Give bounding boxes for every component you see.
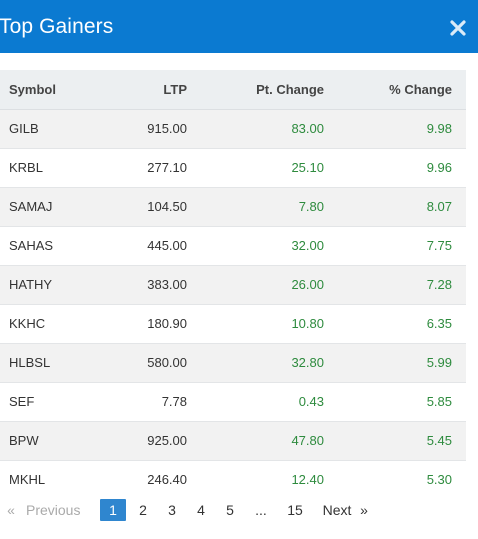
cell-pt-change: 83.00 [188, 109, 325, 149]
cell-symbol: BPW [0, 421, 100, 461]
page-link-4[interactable]: 4 [197, 502, 205, 518]
dialog-header: Top Gainers [0, 0, 478, 53]
close-icon[interactable] [450, 19, 466, 36]
gainers-table-container: Symbol LTP Pt. Change % Change GILB 915.0… [0, 70, 466, 490]
page-link-2[interactable]: 2 [139, 502, 147, 518]
cell-pt-change: 32.80 [188, 343, 325, 383]
cell-ltp: 7.78 [100, 382, 188, 422]
cell-ltp: 277.10 [100, 148, 188, 188]
cell-symbol: MKHL [0, 460, 100, 490]
table-row[interactable]: KKHC 180.90 10.80 6.35 [0, 304, 466, 344]
cell-pct-change: 5.99 [325, 343, 466, 383]
cell-symbol: HATHY [0, 265, 100, 305]
cell-ltp: 104.50 [100, 187, 188, 227]
cell-symbol: GILB [0, 109, 100, 149]
page-link-1[interactable]: 1 [100, 499, 126, 521]
next-page-link[interactable]: Next [322, 502, 352, 518]
gainers-table: Symbol LTP Pt. Change % Change GILB 915.0… [0, 70, 466, 490]
table-row[interactable]: BPW 925.00 47.80 5.45 [0, 421, 466, 461]
page-link-3[interactable]: 3 [168, 502, 176, 518]
cell-pt-change: 47.80 [188, 421, 325, 461]
dialog-title: Top Gainers [0, 14, 114, 38]
column-header-pt-change[interactable]: Pt. Change [188, 70, 325, 110]
table-row[interactable]: SAHAS 445.00 32.00 7.75 [0, 226, 466, 266]
cell-ltp: 246.40 [100, 460, 188, 490]
table-row[interactable]: HLBSL 580.00 32.80 5.99 [0, 343, 466, 383]
table-row[interactable]: SEF 7.78 0.43 5.85 [0, 382, 466, 422]
table-row[interactable]: HATHY 383.00 26.00 7.28 [0, 265, 466, 305]
cell-pt-change: 25.10 [188, 148, 325, 188]
cell-symbol: SEF [0, 382, 100, 422]
cell-ltp: 445.00 [100, 226, 188, 266]
cell-pt-change: 12.40 [188, 460, 325, 490]
pagination-ellipsis: ... [255, 502, 267, 518]
cell-pct-change: 7.28 [325, 265, 466, 305]
cell-ltp: 580.00 [100, 343, 188, 383]
cell-symbol: SAHAS [0, 226, 100, 266]
table-row[interactable]: GILB 915.00 83.00 9.98 [0, 109, 466, 149]
column-header-ltp[interactable]: LTP [100, 70, 188, 110]
table-row[interactable]: KRBL 277.10 25.10 9.96 [0, 148, 466, 188]
column-header-symbol[interactable]: Symbol [0, 70, 100, 110]
table-row[interactable]: SAMAJ 104.50 7.80 8.07 [0, 187, 466, 227]
cell-pct-change: 5.30 [325, 460, 466, 490]
previous-page-link[interactable]: Previous [26, 502, 81, 518]
cell-ltp: 925.00 [100, 421, 188, 461]
cell-pt-change: 7.80 [188, 187, 325, 227]
cell-pct-change: 6.35 [325, 304, 466, 344]
column-header-pct-change[interactable]: % Change [325, 70, 466, 110]
pagination: « Previous 1 2 3 4 5 ... 15 Next » [0, 498, 478, 522]
cell-symbol: KRBL [0, 148, 100, 188]
cell-pct-change: 9.96 [325, 148, 466, 188]
cell-symbol: KKHC [0, 304, 100, 344]
previous-arrow[interactable]: « [7, 502, 15, 518]
cell-ltp: 915.00 [100, 109, 188, 149]
page-link-15[interactable]: 15 [287, 502, 303, 518]
cell-symbol: SAMAJ [0, 187, 100, 227]
cell-symbol: HLBSL [0, 343, 100, 383]
next-arrow[interactable]: » [360, 502, 368, 518]
cell-ltp: 180.90 [100, 304, 188, 344]
cell-pt-change: 32.00 [188, 226, 325, 266]
cell-pt-change: 10.80 [188, 304, 325, 344]
cell-pct-change: 9.98 [325, 109, 466, 149]
table-row[interactable]: MKHL 246.40 12.40 5.30 [0, 460, 466, 490]
cell-pt-change: 26.00 [188, 265, 325, 305]
cell-pct-change: 8.07 [325, 187, 466, 227]
table-header-row: Symbol LTP Pt. Change % Change [0, 70, 466, 110]
cell-pt-change: 0.43 [188, 382, 325, 422]
cell-ltp: 383.00 [100, 265, 188, 305]
cell-pct-change: 5.45 [325, 421, 466, 461]
page-link-5[interactable]: 5 [226, 502, 234, 518]
cell-pct-change: 7.75 [325, 226, 466, 266]
cell-pct-change: 5.85 [325, 382, 466, 422]
